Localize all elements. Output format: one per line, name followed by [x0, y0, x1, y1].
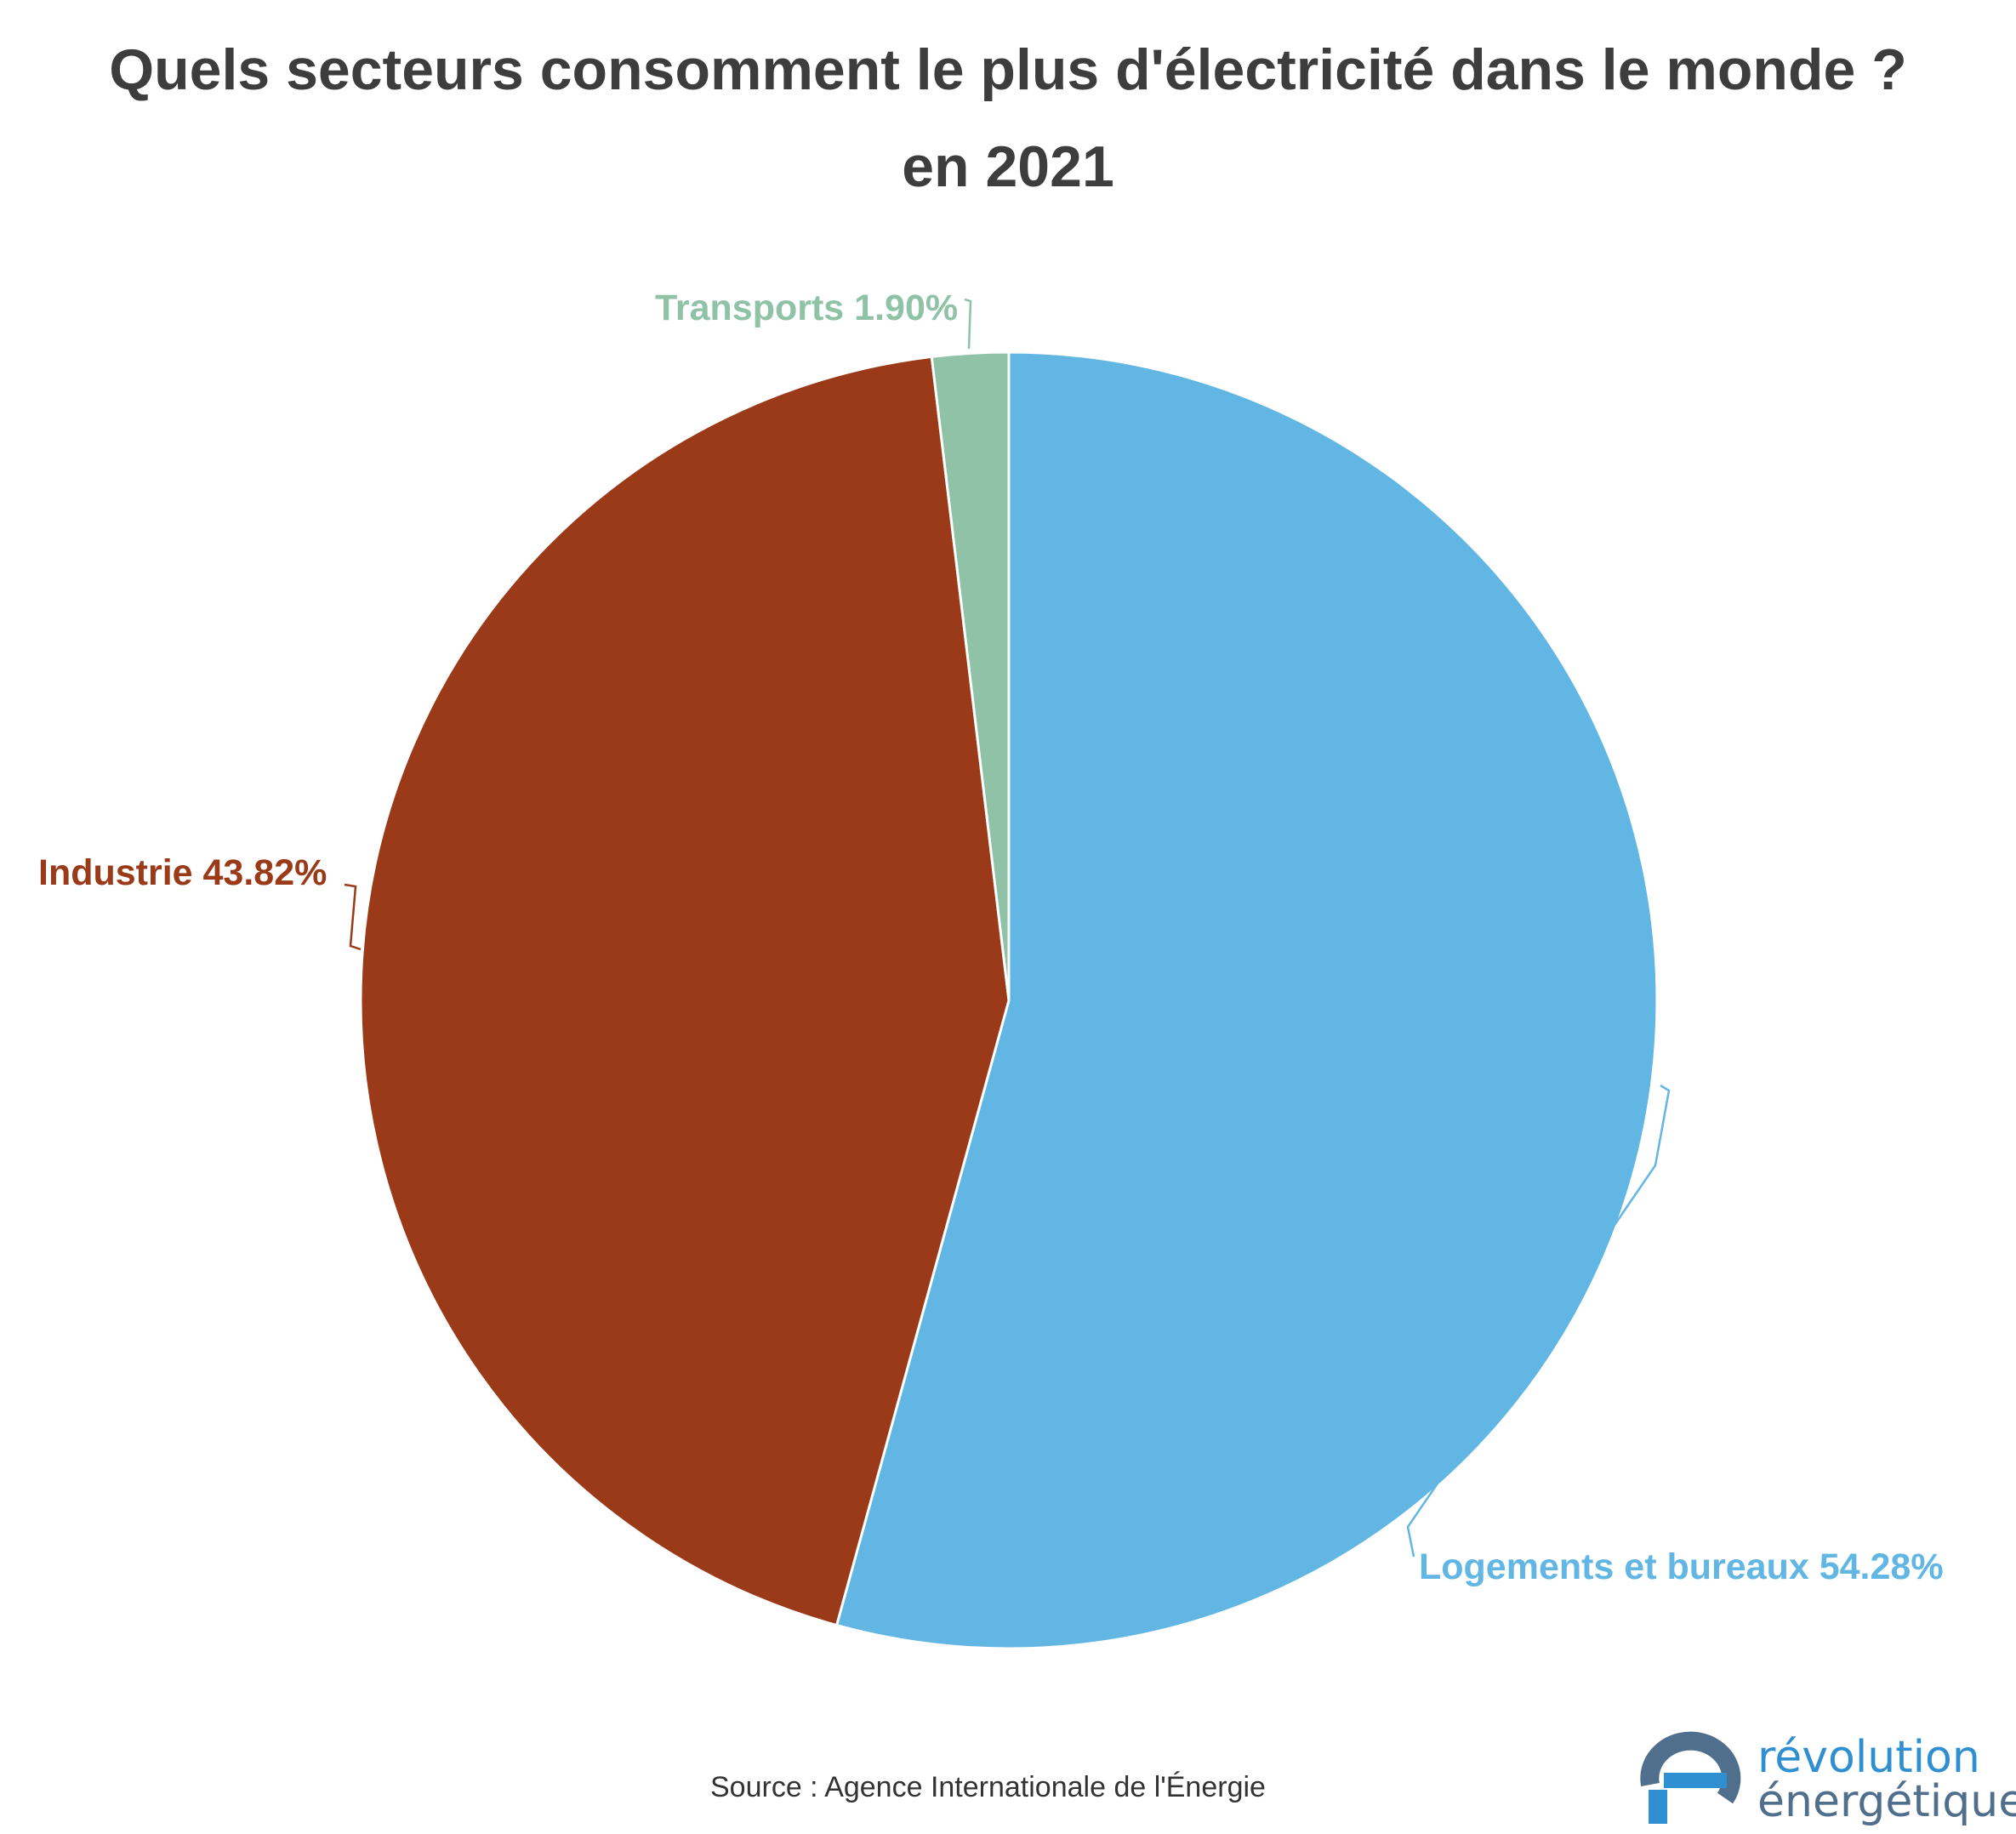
- pie-slice-transports: [930, 350, 1011, 1001]
- logo-word-revolution: révolution: [1757, 1732, 1980, 1783]
- label-leader-lines: [344, 298, 1671, 1558]
- leader-line-industrie: [344, 883, 362, 951]
- pie-slice-industrie: [359, 355, 1011, 1627]
- source-note: Source : Agence Internationale de l'Éner…: [710, 1771, 1266, 1803]
- chart-subtitle: en 2021: [902, 134, 1114, 199]
- logo-e-icon: [1640, 1731, 1741, 1824]
- data-label-transports: Transports 1.90%: [655, 288, 958, 328]
- logo-word-energetique: énergétique: [1757, 1776, 2016, 1827]
- chart-title: Quels secteurs consomment le plus d'élec…: [109, 37, 1907, 102]
- slice-labels: Logements et bureaux 54.28% Industrie 43.…: [38, 288, 1944, 1587]
- leader-line-logements-et-bureaux: [1406, 1084, 1671, 1558]
- brand-logo: révolution énergétique: [1632, 1730, 2016, 1824]
- pie-slice-logements-et-bureaux: [834, 350, 1659, 1650]
- data-label-industrie: Industrie 43.82%: [38, 852, 327, 893]
- pie-chart: Logements et bureaux 54.28% Industrie 43.…: [38, 288, 1944, 1650]
- pie-slices: [359, 350, 1659, 1650]
- leader-line-transports: [964, 298, 972, 350]
- data-label-logements-et-bureaux: Logements et bureaux 54.28%: [1419, 1546, 1944, 1587]
